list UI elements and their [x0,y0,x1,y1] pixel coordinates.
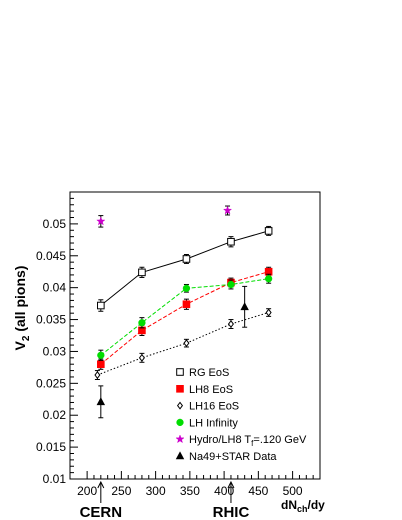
series-rg-eos [97,225,273,312]
annotations: CERN RHIC [80,480,250,520]
x-tick-label: 450 [248,484,268,498]
legend-label: Hydro/LH8 Tf=.120 GeV [189,434,307,448]
legend-marker [175,451,185,460]
data-point [182,255,191,263]
series-layer [94,205,273,419]
y-tick-label: 0.04 [43,281,67,295]
legend-item: Na49+STAR Data [175,451,277,463]
series-na49-star-data [96,285,249,419]
annotation-rhic: RHIC [213,480,250,520]
legend-item: LH16 EoS [176,401,239,413]
y-tick-label: 0.015 [36,440,66,454]
annotation-arrowhead [97,480,105,489]
legend-marker [175,434,185,444]
legend-item: RG EoS [176,367,229,379]
annotation-cern: CERN [80,480,123,520]
data-point [222,205,233,215]
data-point [94,371,101,380]
axes: 200 250 300 350 400 450 500 0.01 0.015 0.02 0.025 0… [36,197,314,498]
x-tick-label: 200 [77,484,97,498]
y-tick-label: 0.035 [36,313,66,327]
plot-frame [69,191,321,480]
y-tick-label: 0.02 [43,408,67,422]
x-tick-label: 300 [146,484,166,498]
legend-label: Na49+STAR Data [189,451,277,463]
legend-item: LH8 EoS [176,384,233,396]
x-tick-label: 400 [214,484,234,498]
series-lh-infinity [97,273,273,361]
data-point [265,308,272,317]
data-point [227,280,235,289]
y-tick-label: 0.05 [43,217,67,231]
legend-label: LH8 EoS [189,384,233,396]
y-tick-label: 0.025 [36,376,66,390]
legend-marker [176,368,184,376]
x-tick-label: 500 [283,484,303,498]
data-point [240,302,249,311]
legend-item: Hydro/LH8 Tf=.120 GeV [175,434,307,448]
series-hydro-lh8-t [96,205,233,228]
data-point [183,339,190,348]
y-axis-title: V2 (all pions) [12,266,32,351]
data-point [182,300,191,309]
data-point [264,227,273,235]
data-point [138,319,146,327]
series-lh16-eos [94,308,272,381]
data-point [182,284,191,292]
x-tick-label: 350 [180,484,200,498]
data-point [96,216,106,226]
legend-marker [176,385,184,393]
data-point [264,275,273,283]
annotation-label: CERN [80,504,123,520]
legend-label: LH16 EoS [189,401,239,413]
annotation-arrowhead [227,480,235,489]
y-tick-label: 0.01 [43,472,67,486]
legend-marker [176,401,184,410]
data-point [96,397,106,406]
x-tick-label: 250 [111,484,131,498]
data-point [97,360,105,368]
data-point [227,237,235,246]
data-point [138,353,145,362]
data-point [138,268,146,277]
y-tick-label: 0.045 [36,249,66,263]
y-tick-label: 0.03 [43,344,67,358]
data-point [97,301,105,310]
legend-label: LH Infinity [189,417,238,429]
data-point [227,319,234,329]
legend-item: LH Infinity [176,417,238,429]
legend-marker [176,418,184,427]
legend-label: RG EoS [189,367,229,379]
data-point [97,351,105,359]
legend: RG EoS LH8 EoS LH16 EoS LH Infinity Hydro/LH… [175,367,307,463]
annotation-label: RHIC [213,504,250,520]
series-line [100,230,269,306]
x-axis-title: dNch/dy [281,498,325,514]
series-line [97,312,269,376]
